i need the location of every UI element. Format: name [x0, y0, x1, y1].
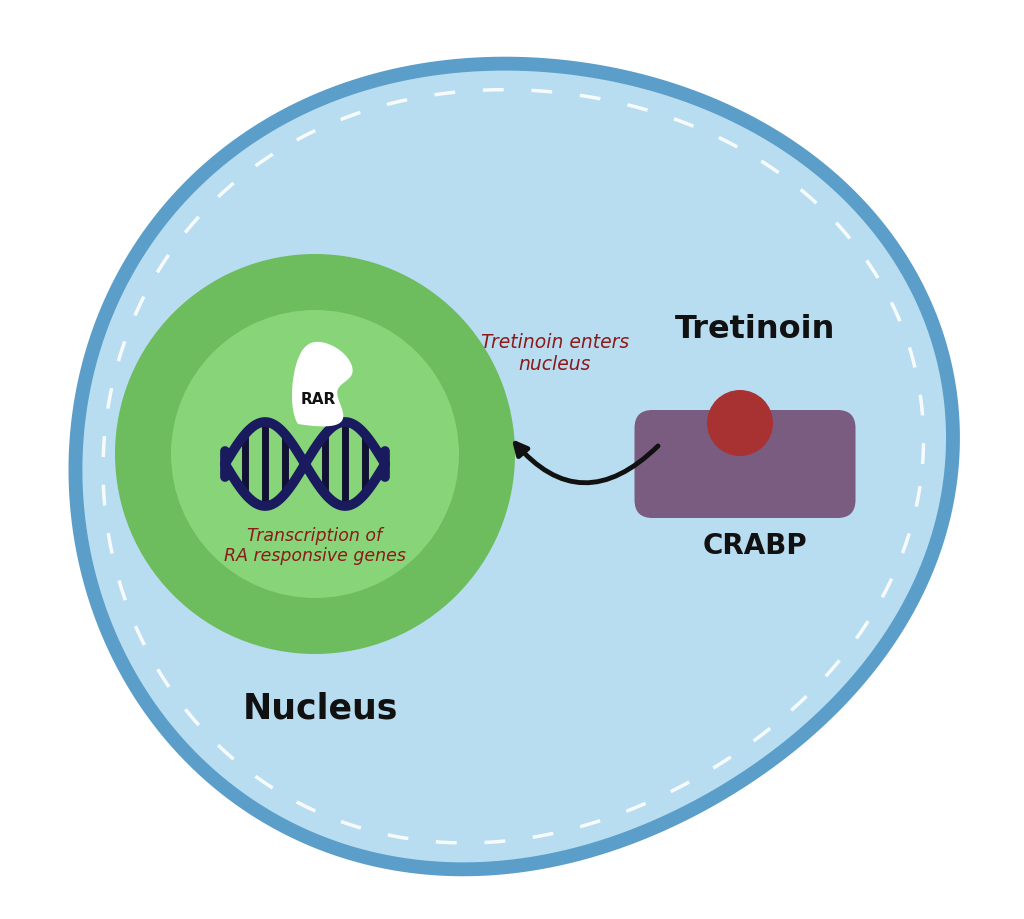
Text: Transcription of
RA responsive genes: Transcription of RA responsive genes: [224, 527, 406, 565]
Text: CRABP: CRABP: [702, 532, 807, 560]
Circle shape: [171, 310, 459, 598]
Circle shape: [707, 390, 773, 456]
FancyBboxPatch shape: [635, 410, 855, 518]
Polygon shape: [292, 342, 352, 426]
Text: Nucleus: Nucleus: [243, 692, 397, 726]
Text: RAR: RAR: [300, 391, 336, 406]
Text: Tretinoin: Tretinoin: [675, 313, 836, 345]
FancyArrowPatch shape: [515, 443, 658, 482]
Circle shape: [115, 254, 515, 654]
Polygon shape: [76, 63, 953, 869]
Text: Tretinoin enters
nucleus: Tretinoin enters nucleus: [481, 334, 629, 375]
